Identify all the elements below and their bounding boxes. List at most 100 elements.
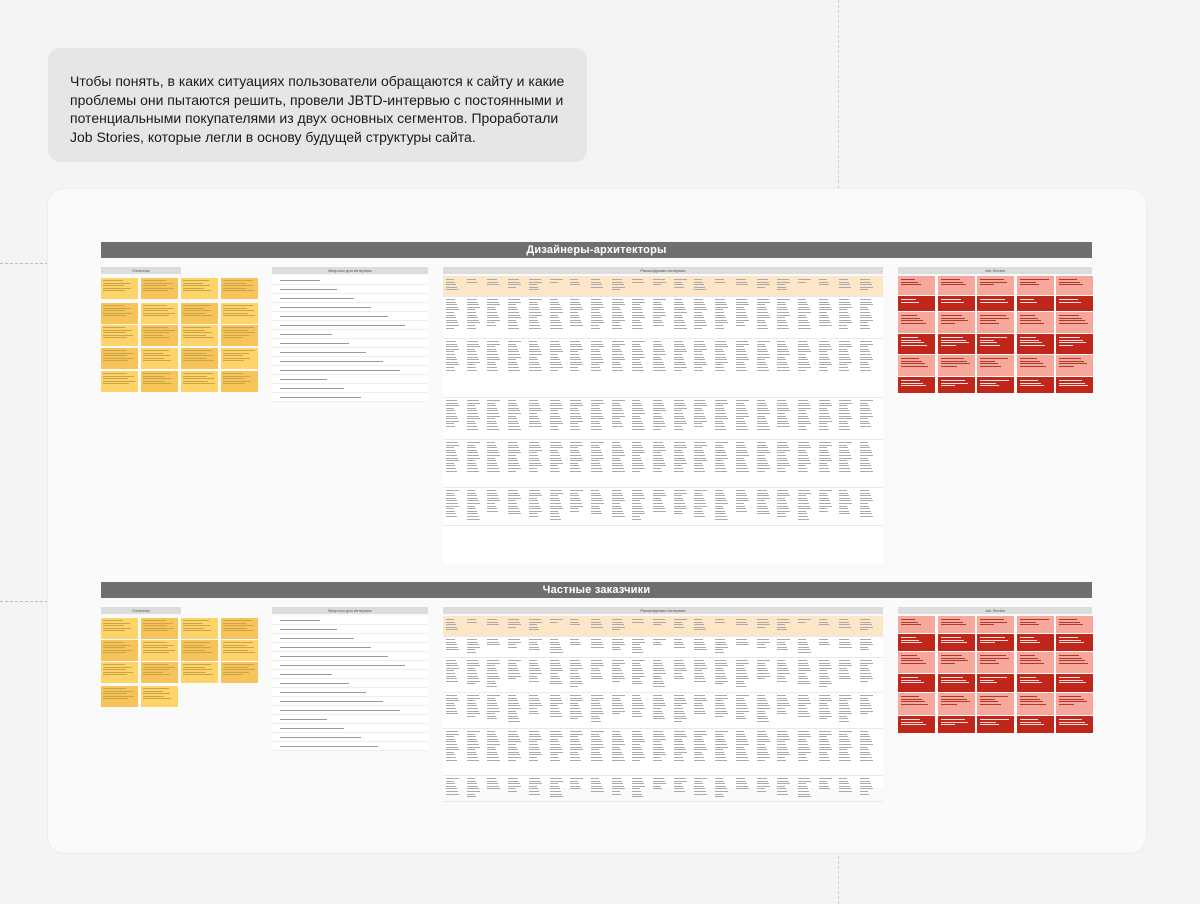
interview-cell bbox=[860, 299, 874, 330]
interview-cell bbox=[735, 639, 750, 647]
job-story-card bbox=[1056, 693, 1093, 715]
question-row bbox=[272, 634, 428, 643]
interview-cell bbox=[839, 778, 853, 794]
interview-cell bbox=[570, 731, 584, 762]
interview-cell bbox=[446, 341, 460, 372]
interview-cell bbox=[735, 731, 750, 762]
interview-cell bbox=[528, 639, 543, 652]
job-story-card bbox=[1016, 674, 1054, 692]
interview-cell bbox=[549, 442, 564, 473]
job-story-card bbox=[937, 377, 975, 393]
interview-cell bbox=[860, 619, 874, 632]
interview-cell bbox=[860, 695, 874, 716]
question-row bbox=[272, 733, 428, 742]
job-story-card bbox=[977, 634, 1014, 651]
interview-cell bbox=[611, 400, 626, 429]
interview-cell bbox=[818, 442, 833, 473]
column-header: Вопросы для интервью bbox=[272, 607, 428, 614]
interview-cell bbox=[508, 731, 522, 762]
job-story-card bbox=[977, 296, 1014, 311]
job-story-card bbox=[937, 334, 975, 354]
interview-cell bbox=[570, 442, 584, 473]
job-story-card bbox=[898, 634, 935, 651]
question-row bbox=[272, 294, 428, 303]
interview-cell bbox=[528, 619, 543, 632]
job-story-card bbox=[1016, 334, 1054, 354]
interview-cell bbox=[673, 660, 688, 681]
interview-cell bbox=[611, 279, 626, 292]
interview-cell bbox=[632, 299, 646, 330]
interview-cell bbox=[818, 619, 833, 627]
interview-cell bbox=[549, 341, 564, 372]
interview-cell bbox=[508, 490, 522, 516]
interview-cell bbox=[508, 279, 522, 289]
interview-questions bbox=[272, 616, 428, 751]
question-row bbox=[272, 652, 428, 661]
interview-cell bbox=[549, 299, 564, 330]
interview-cell bbox=[487, 660, 501, 689]
job-story-card bbox=[1056, 674, 1093, 692]
interview-cell bbox=[860, 400, 874, 429]
table-row-divider bbox=[443, 525, 883, 526]
interview-cell bbox=[549, 778, 564, 799]
interview-cell bbox=[508, 619, 522, 629]
hypothesis-sticky bbox=[101, 348, 138, 369]
interview-cell bbox=[653, 695, 667, 721]
interview-cell bbox=[839, 490, 853, 516]
interview-cell bbox=[715, 400, 729, 431]
interview-cell bbox=[653, 490, 667, 513]
interview-cell bbox=[446, 490, 460, 519]
hypothesis-sticky bbox=[181, 371, 218, 392]
hypothesis-sticky bbox=[221, 640, 258, 661]
interview-table-header bbox=[443, 276, 883, 296]
interview-cell bbox=[653, 442, 667, 473]
interview-cell bbox=[446, 778, 460, 796]
interview-cell bbox=[673, 778, 688, 794]
job-story-card bbox=[898, 693, 935, 715]
interview-cell bbox=[487, 778, 501, 791]
interview-cell bbox=[694, 639, 708, 652]
question-row bbox=[272, 679, 428, 688]
interview-cell bbox=[653, 660, 667, 689]
interview-cell bbox=[549, 400, 564, 431]
interview-cell bbox=[756, 490, 771, 516]
interview-cell bbox=[777, 299, 791, 330]
interview-cell bbox=[694, 695, 708, 716]
interview-cell bbox=[611, 442, 626, 473]
interview-cell bbox=[653, 341, 667, 372]
hypothesis-sticky bbox=[181, 662, 218, 683]
interview-cell bbox=[487, 341, 501, 372]
interview-cell bbox=[715, 490, 729, 521]
table-row-divider bbox=[443, 636, 883, 637]
interview-cell bbox=[735, 695, 750, 721]
interview-cell bbox=[756, 400, 771, 431]
job-story-card bbox=[1016, 634, 1054, 651]
question-row bbox=[272, 276, 428, 285]
interview-cell bbox=[715, 442, 729, 473]
interview-cell bbox=[797, 341, 812, 372]
job-story-card bbox=[898, 652, 935, 673]
job-story-card bbox=[898, 355, 935, 376]
interview-cell bbox=[549, 619, 564, 624]
interview-cell bbox=[446, 619, 460, 632]
job-story-card bbox=[1016, 312, 1054, 333]
interview-cell bbox=[715, 731, 729, 762]
interview-cell bbox=[653, 731, 667, 762]
interview-cell bbox=[673, 619, 688, 629]
interview-cell bbox=[839, 341, 853, 372]
interview-cell bbox=[570, 778, 584, 791]
interview-cell bbox=[487, 619, 501, 627]
interview-cell bbox=[839, 639, 853, 649]
column-header: Расшифровка интервью bbox=[443, 267, 883, 274]
interview-cell bbox=[487, 639, 501, 647]
job-story-card bbox=[1056, 276, 1093, 295]
job-story-card bbox=[977, 652, 1014, 673]
column-header: Гипотезы bbox=[101, 607, 181, 614]
hypothesis-sticky bbox=[141, 303, 178, 324]
interview-cell bbox=[735, 400, 750, 431]
interview-cell bbox=[735, 490, 750, 513]
job-story-card bbox=[1016, 716, 1054, 733]
interview-questions bbox=[272, 276, 428, 402]
interview-cell bbox=[487, 442, 501, 473]
interview-cell bbox=[632, 639, 646, 655]
